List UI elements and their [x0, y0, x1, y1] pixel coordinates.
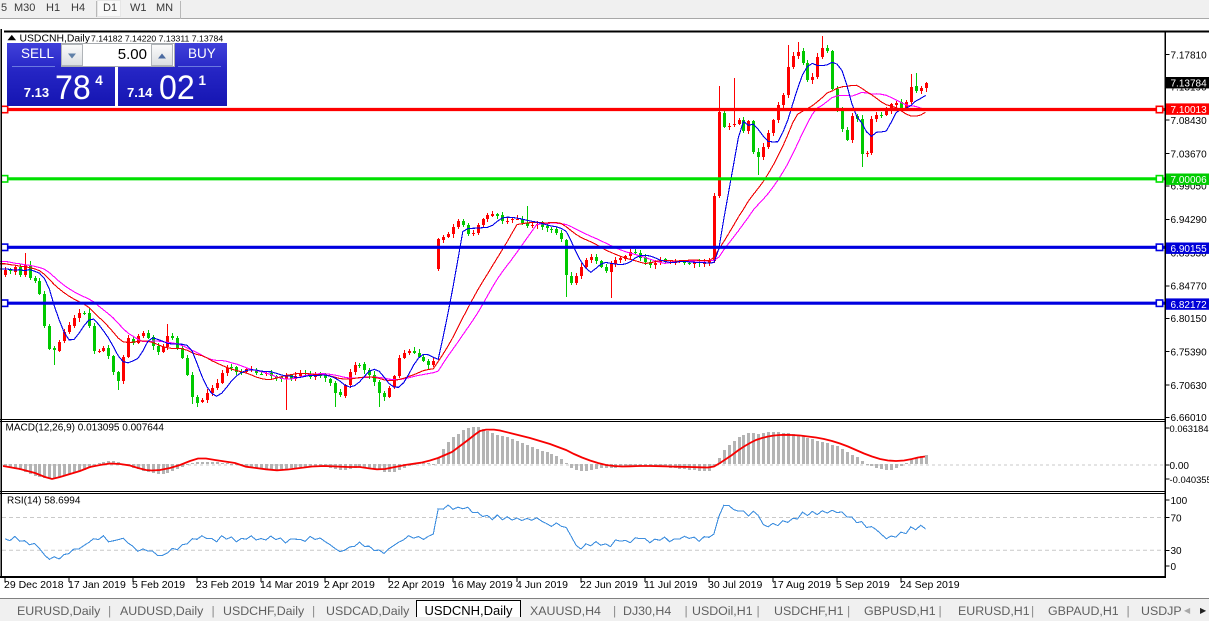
svg-text:-0.040355: -0.040355 [1170, 474, 1209, 485]
svg-text:24 Sep 2019: 24 Sep 2019 [900, 579, 960, 591]
svg-text:29 Dec 2018: 29 Dec 2018 [4, 579, 64, 591]
svg-text:16 May 2019: 16 May 2019 [452, 579, 513, 591]
svg-text:6.90155: 6.90155 [1171, 244, 1208, 255]
svg-text:5 Sep 2019: 5 Sep 2019 [836, 579, 890, 591]
svg-text:6.75390: 6.75390 [1171, 348, 1208, 359]
svg-text:7.08430: 7.08430 [1171, 116, 1208, 127]
svg-text:11 Jul 2019: 11 Jul 2019 [644, 579, 698, 591]
svg-text:30 Jul 2019: 30 Jul 2019 [708, 579, 762, 591]
svg-text:7.17810: 7.17810 [1171, 50, 1208, 61]
svg-text:70: 70 [1171, 513, 1183, 524]
svg-text:22 Jun 2019: 22 Jun 2019 [580, 579, 638, 591]
svg-text:17 Aug 2019: 17 Aug 2019 [772, 579, 831, 591]
svg-text:6.82172: 6.82172 [1171, 300, 1208, 311]
svg-text:0.00: 0.00 [1170, 461, 1190, 472]
svg-text:7.13784: 7.13784 [1171, 79, 1208, 90]
svg-text:RSI(14) 58.6994: RSI(14) 58.6994 [7, 496, 81, 507]
svg-text:6.66010: 6.66010 [1171, 413, 1208, 424]
svg-text:7.00006: 7.00006 [1171, 175, 1208, 186]
svg-text:6.99050: 6.99050 [1171, 182, 1208, 193]
svg-text:14 Mar 2019: 14 Mar 2019 [260, 579, 319, 591]
svg-text:5 Feb 2019: 5 Feb 2019 [132, 579, 185, 591]
svg-text:6.84770: 6.84770 [1171, 282, 1208, 293]
svg-text:6.94290: 6.94290 [1171, 215, 1208, 226]
svg-text:100: 100 [1171, 496, 1188, 507]
svg-text:7.03670: 7.03670 [1171, 149, 1208, 160]
svg-text:17 Jan 2019: 17 Jan 2019 [68, 579, 126, 591]
svg-text:22 Apr 2019: 22 Apr 2019 [388, 579, 445, 591]
svg-text:2 Apr 2019: 2 Apr 2019 [324, 579, 375, 591]
svg-text:MACD(12,26,9) 0.013095 0.00764: MACD(12,26,9) 0.013095 0.007644 [6, 423, 165, 434]
svg-text:7.14182 7.14220 7.13311 7.1378: 7.14182 7.14220 7.13311 7.13784 [91, 34, 223, 44]
svg-text:23 Feb 2019: 23 Feb 2019 [196, 579, 255, 591]
svg-text:7.10013: 7.10013 [1171, 105, 1208, 116]
svg-text:30: 30 [1171, 546, 1183, 557]
svg-text:4 Jun 2019: 4 Jun 2019 [516, 579, 568, 591]
svg-text:0: 0 [1171, 562, 1177, 573]
svg-text:6.80150: 6.80150 [1171, 314, 1208, 325]
svg-text:0.063184: 0.063184 [1170, 423, 1209, 434]
svg-text:USDCNH,Daily: USDCNH,Daily [20, 34, 91, 45]
svg-text:6.70630: 6.70630 [1171, 381, 1208, 392]
